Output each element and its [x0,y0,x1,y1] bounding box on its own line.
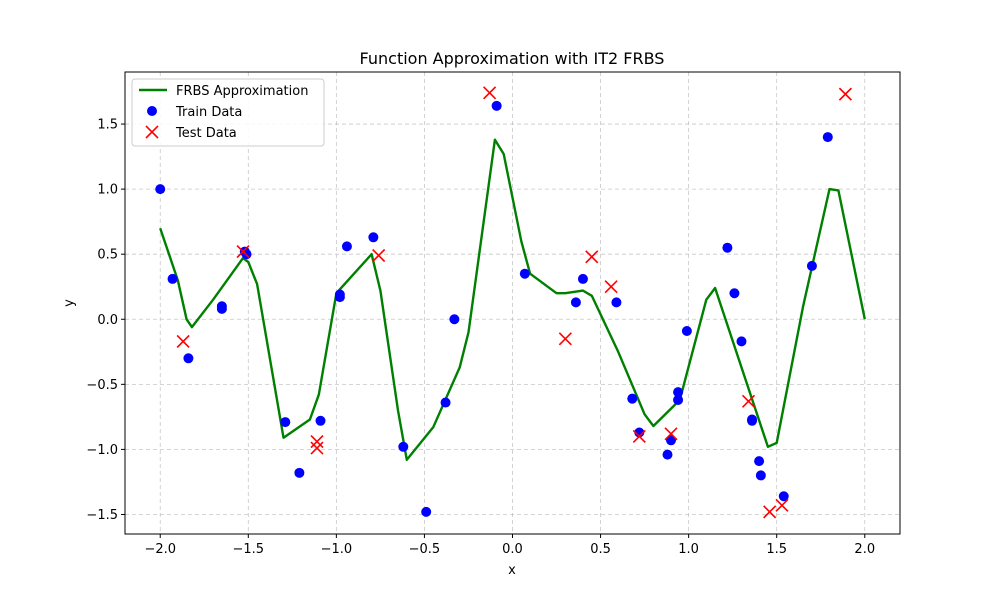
train-data-point [736,336,747,347]
y-tick-label: 1.5 [97,118,118,133]
train-data-point [806,260,817,271]
test-data-point [236,245,250,259]
test-data-point [664,427,678,441]
train-data-point [280,417,291,428]
test-data-point [310,435,324,449]
train-data-point [183,353,194,364]
y-axis-label: y [62,299,77,307]
train-data-point [673,394,684,405]
x-tick-label: 2.0 [854,542,875,557]
y-tick-label: −1.0 [86,443,118,458]
train-data-point [722,242,733,253]
x-tick-label: 1.0 [678,542,699,557]
test-data-point [176,334,190,348]
legend-label-test: Test Data [175,126,237,141]
train-data-point [666,435,677,446]
y-tick-label: 1.0 [97,183,118,198]
x-tick-label: 0.0 [502,542,523,557]
axis-ticks: −2.0 −1.5 −1.0 −0.5 0.0 0.5 1.0 1.5 2.0 −1.5 −1.0 −… [86,118,875,557]
train-data-point [368,232,379,243]
train-data-point [754,456,765,467]
test-data-point [775,498,789,512]
train-data-point [611,297,622,308]
y-tick-label: 0.5 [97,248,118,263]
train-data-point [570,297,581,308]
x-tick-label: −0.5 [409,542,441,557]
test-data-point [604,280,618,294]
train-data-point [440,397,451,408]
train-data-point [778,491,789,502]
train-data-point [822,132,833,143]
x-tick-label: 1.5 [766,542,787,557]
train-data-point [491,100,502,111]
x-axis-label: x [508,563,516,578]
test-data-point [632,429,646,443]
y-tick-label: 0.0 [97,313,118,328]
test-data-point [372,248,386,263]
test-data-point [585,250,599,264]
test-data-point [763,505,777,519]
grid [125,72,900,534]
plot-series [155,86,866,519]
train-data-point [315,415,326,426]
y-tick-label: −0.5 [86,378,118,393]
train-data-point [341,241,352,252]
y-tick-label: −1.5 [86,508,118,523]
train-data-point [681,325,692,336]
legend-label-train: Train Data [175,105,242,120]
legend-box [131,78,325,147]
test-data-point [741,394,756,408]
train-data-point [662,449,673,460]
legend: FRBS Approximation Train Data Test Data [131,78,325,147]
train-data-point [167,273,178,284]
train-data-point [334,292,345,303]
train-data-point [673,387,684,398]
legend-marker-test [145,125,159,139]
x-tick-label: −2.0 [144,542,176,557]
legend-marker-train [147,106,157,116]
train-data-point [398,441,409,452]
test-data-point [558,332,572,346]
train-data-point [755,470,766,481]
frbs-approximation-line [159,138,866,461]
train-data-point [729,288,740,299]
train-data-point [577,273,588,284]
x-tick-label: −1.5 [233,542,265,557]
train-data-point [519,268,530,279]
train-data-point [449,314,460,325]
legend-label-frbs: FRBS Approximation [176,84,308,99]
train-data-point [747,415,758,426]
test-data-point [483,86,497,100]
chart-title: Function Approximation with IT2 FRBS [360,49,665,68]
train-data-point [627,393,638,404]
train-data-point [294,467,305,478]
train-data-point [155,184,166,195]
train-data-point [216,303,227,314]
x-tick-label: −1.0 [321,542,353,557]
train-data-point [421,506,432,517]
test-data-point [838,87,852,101]
test-data-point [310,441,324,455]
x-tick-label: 0.5 [590,542,611,557]
